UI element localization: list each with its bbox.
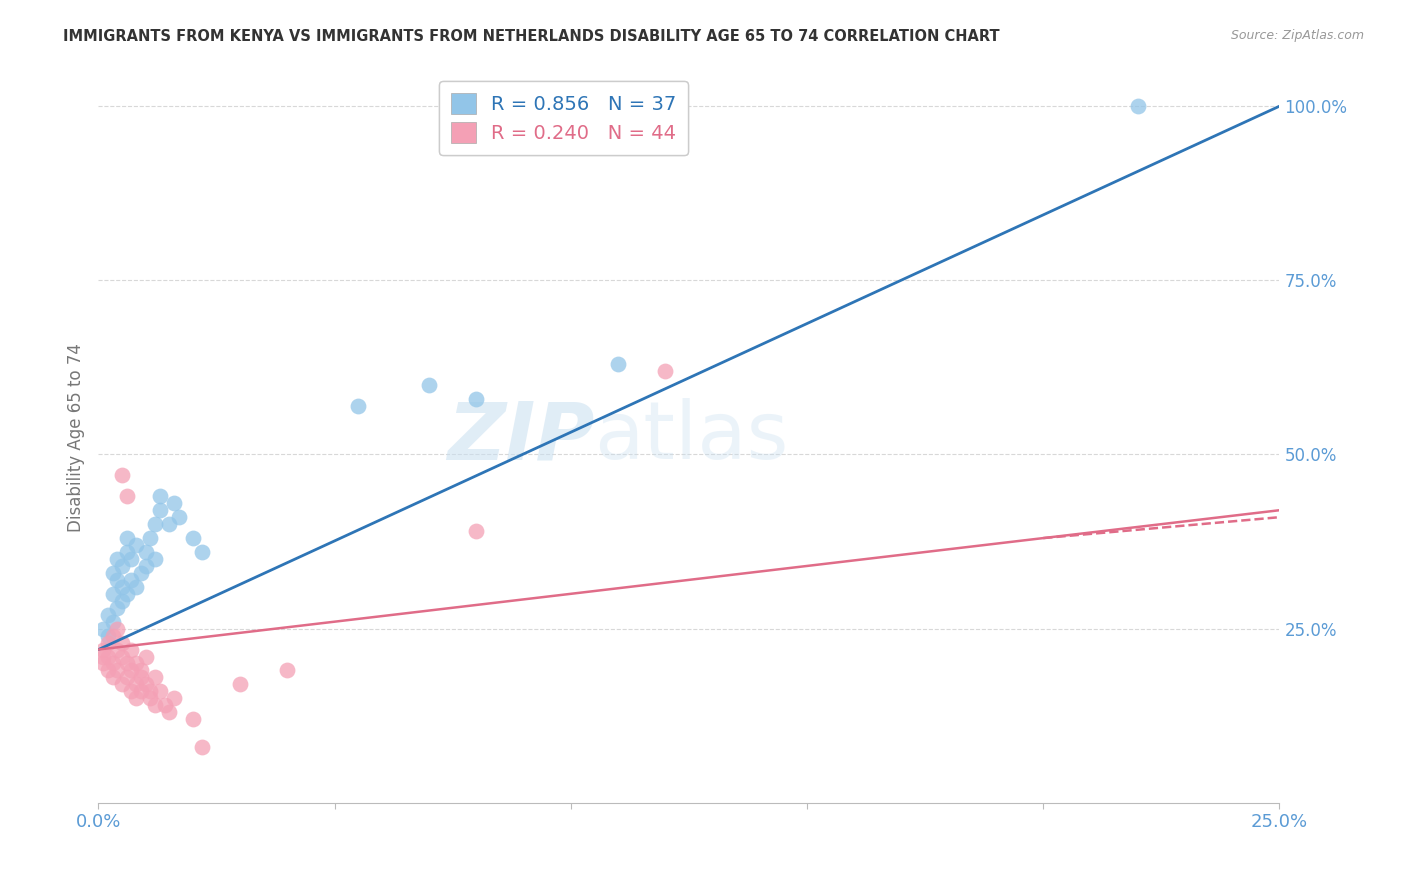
Text: Source: ZipAtlas.com: Source: ZipAtlas.com: [1230, 29, 1364, 42]
Point: [115, 657, 138, 671]
Point: [276, 664, 298, 678]
Point: [101, 587, 124, 601]
Point: [105, 622, 128, 636]
Point: [129, 664, 152, 678]
Point: [135, 545, 157, 559]
Text: atlas: atlas: [595, 398, 789, 476]
Point: [111, 635, 134, 649]
Point: [111, 558, 134, 573]
Point: [121, 684, 143, 698]
Point: [607, 357, 630, 371]
Text: ZIP: ZIP: [447, 398, 595, 476]
Point: [143, 552, 166, 566]
Point: [465, 392, 488, 406]
Point: [135, 558, 157, 573]
Point: [101, 670, 124, 684]
Point: [111, 594, 134, 608]
Point: [111, 468, 134, 483]
Point: [418, 377, 440, 392]
Point: [105, 664, 128, 678]
Point: [115, 531, 138, 545]
Point: [111, 677, 134, 691]
Legend: R = 0.856   N = 37, R = 0.240   N = 44: R = 0.856 N = 37, R = 0.240 N = 44: [439, 81, 689, 154]
Point: [115, 587, 138, 601]
Point: [139, 684, 162, 698]
Point: [121, 573, 143, 587]
Point: [143, 517, 166, 532]
Point: [135, 677, 157, 691]
Point: [125, 677, 148, 691]
Point: [121, 664, 143, 678]
Point: [125, 580, 148, 594]
Point: [139, 531, 162, 545]
Point: [101, 629, 124, 643]
Point: [135, 649, 157, 664]
Point: [157, 517, 180, 532]
Point: [143, 698, 166, 713]
Point: [167, 510, 190, 524]
Point: [111, 580, 134, 594]
Point: [105, 600, 128, 615]
Point: [191, 545, 214, 559]
Text: IMMIGRANTS FROM KENYA VS IMMIGRANTS FROM NETHERLANDS DISABILITY AGE 65 TO 74 COR: IMMIGRANTS FROM KENYA VS IMMIGRANTS FROM…: [63, 29, 1000, 44]
Point: [153, 698, 176, 713]
Point: [111, 649, 134, 664]
Point: [125, 657, 148, 671]
Point: [121, 642, 143, 657]
Point: [105, 552, 128, 566]
Point: [125, 538, 148, 552]
Point: [91, 649, 114, 664]
Point: [143, 670, 166, 684]
Point: [97, 664, 120, 678]
Point: [654, 364, 676, 378]
Point: [191, 740, 214, 755]
Point: [1126, 99, 1149, 113]
Point: [163, 496, 186, 510]
Point: [347, 399, 370, 413]
Point: [105, 573, 128, 587]
Point: [91, 642, 114, 657]
Point: [101, 657, 124, 671]
Point: [229, 677, 252, 691]
Point: [115, 489, 138, 503]
Point: [97, 649, 120, 664]
Point: [91, 622, 114, 636]
Point: [181, 531, 204, 545]
Point: [149, 489, 172, 503]
Point: [465, 524, 488, 538]
Point: [91, 657, 114, 671]
Point: [149, 503, 172, 517]
Point: [149, 684, 172, 698]
Point: [129, 670, 152, 684]
Point: [101, 566, 124, 580]
Point: [101, 615, 124, 629]
Point: [129, 684, 152, 698]
Point: [115, 670, 138, 684]
Point: [105, 642, 128, 657]
Point: [157, 705, 180, 719]
Point: [115, 545, 138, 559]
Point: [139, 691, 162, 706]
Point: [163, 691, 186, 706]
Point: [97, 607, 120, 622]
Y-axis label: Disability Age 65 to 74: Disability Age 65 to 74: [66, 343, 84, 532]
Point: [121, 552, 143, 566]
Point: [181, 712, 204, 726]
Point: [97, 635, 120, 649]
Point: [125, 691, 148, 706]
Point: [129, 566, 152, 580]
Point: [97, 629, 120, 643]
